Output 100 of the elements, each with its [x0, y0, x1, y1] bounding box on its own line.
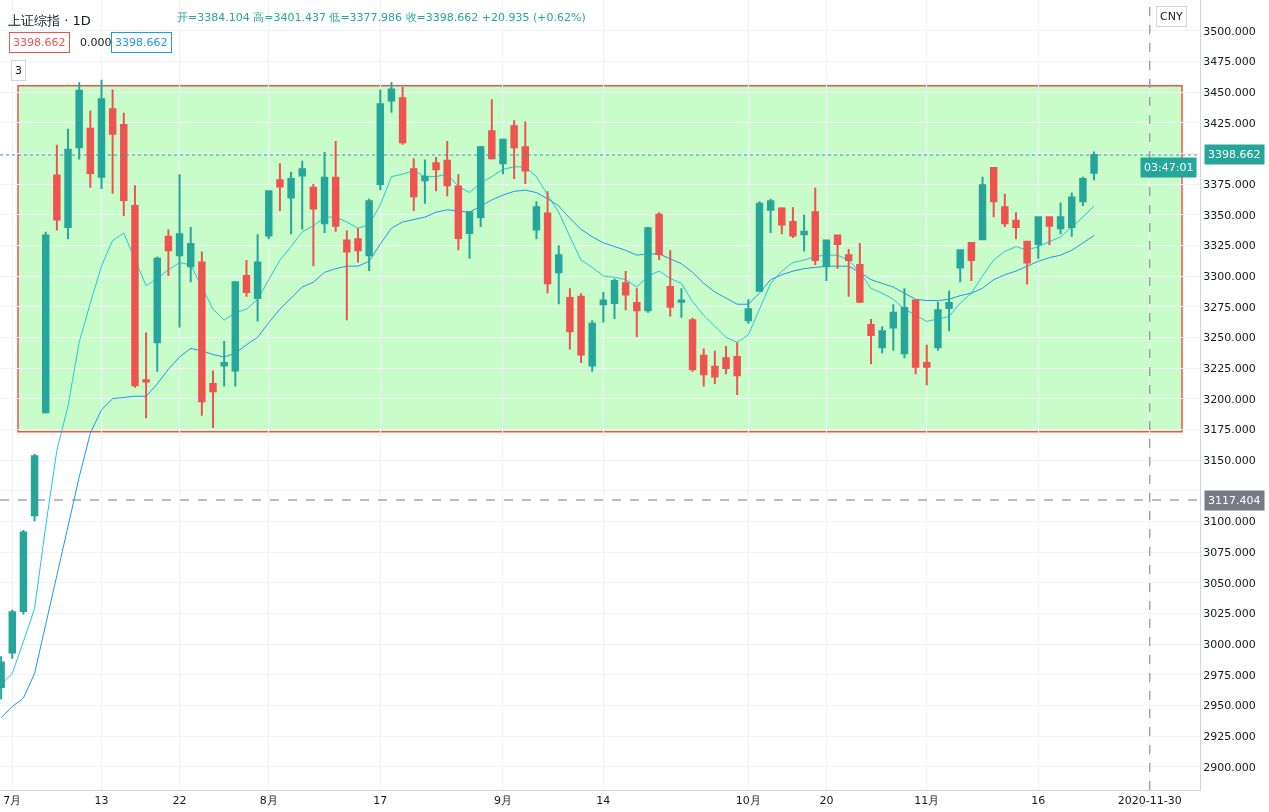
annotation: 3 [15, 64, 22, 77]
candlestick [443, 140, 451, 198]
y-tick-label: 3225.000 [1203, 361, 1256, 375]
candlestick [633, 287, 641, 339]
y-tick-label: 2975.000 [1203, 668, 1256, 682]
y-tick-label: 3375.000 [1203, 177, 1256, 191]
candlestick [688, 316, 697, 373]
x-tick-label: 8月 [259, 794, 278, 808]
candlestick [699, 347, 708, 388]
candlestick [343, 229, 351, 322]
candlestick [967, 241, 976, 282]
y-tick-label: 3250.000 [1203, 331, 1256, 345]
candlestick [1045, 216, 1054, 247]
candlestick [309, 183, 318, 268]
candlestick [889, 303, 898, 352]
candlestick [566, 287, 574, 351]
candlestick [19, 528, 28, 616]
y-tick-label: 3425.000 [1203, 116, 1256, 130]
annotation: 3398.662 [115, 36, 168, 49]
y-tick-label: 3500.000 [1203, 24, 1256, 38]
y-tick-label: 3175.000 [1203, 423, 1256, 437]
candlestick [878, 325, 886, 355]
y-tick-label: 3150.000 [1203, 453, 1256, 467]
candlestick [543, 190, 552, 295]
y-tick-label: 3000.000 [1203, 637, 1256, 651]
candlestick [1012, 211, 1020, 241]
y-tick-label: 2950.000 [1203, 699, 1256, 713]
candlestick [253, 233, 262, 323]
x-tick-label: 2020-11-30 [1117, 794, 1182, 808]
candlestick [989, 167, 998, 219]
candlestick [1001, 192, 1009, 228]
y-tick-label: 3100.000 [1203, 515, 1256, 529]
y-tick-label: 3300.000 [1203, 269, 1256, 283]
candlestick [454, 173, 463, 252]
candlestick [677, 287, 686, 319]
text: 上证综指 · 1D [8, 13, 91, 29]
candlestick [164, 228, 173, 278]
y-tick-label: 3200.000 [1203, 392, 1256, 406]
x-tick-label: 9月 [493, 794, 512, 808]
candlestick [778, 206, 786, 236]
candlestick [387, 81, 396, 114]
candlestick [934, 300, 942, 352]
candlestick [923, 343, 931, 387]
candlestick [577, 292, 585, 365]
x-tick-label: 7月 [3, 794, 22, 808]
candlestick [644, 225, 652, 314]
candlestick [733, 341, 741, 396]
x-tick-label: 14 [596, 794, 611, 808]
candlestick [945, 289, 953, 333]
annotation: 0.000 [80, 36, 112, 49]
candlestick [711, 349, 719, 385]
candlestick [755, 200, 764, 292]
annotation: CNY [1160, 10, 1183, 23]
candlestick [30, 452, 39, 523]
candlestick [532, 200, 541, 241]
ref-line-label: 3398.662 [1208, 148, 1261, 161]
candlestick [833, 234, 842, 270]
y-tick-label: 3050.000 [1203, 576, 1256, 590]
candlestick [610, 277, 619, 320]
candlestick [621, 270, 630, 312]
candlestick [867, 317, 875, 366]
candlestick [588, 319, 596, 373]
candlestick [186, 225, 195, 284]
candlestick [142, 331, 150, 420]
candlestick [822, 239, 831, 282]
y-tick-label: 2900.000 [1203, 760, 1256, 774]
candlestick [220, 340, 228, 388]
candlestick [789, 206, 797, 239]
candlestick [287, 170, 295, 236]
annotation: 3398.662 [13, 36, 66, 49]
candlestick [722, 344, 730, 376]
candlestick [911, 298, 920, 376]
y-tick-label: 3075.000 [1203, 545, 1256, 559]
annotation: 03:47:01 [1144, 161, 1194, 174]
candlestick [198, 250, 206, 417]
candlestick [131, 184, 139, 389]
x-tick-label: 11月 [914, 794, 940, 808]
candlestick [666, 249, 674, 318]
candlestick [1034, 216, 1043, 260]
candlestick [242, 259, 251, 298]
candlestick [510, 119, 518, 181]
candlestick [956, 249, 964, 284]
x-tick-label: 17 [373, 794, 388, 808]
candlestick [8, 608, 16, 660]
candlestick [521, 120, 530, 186]
candlestick [465, 209, 474, 260]
candlestick [555, 244, 563, 306]
x-tick-label: 13 [94, 794, 109, 808]
y-tick-label: 3350.000 [1203, 208, 1256, 222]
candlestick [432, 156, 440, 193]
candlestick [331, 140, 340, 233]
candlestick [53, 143, 61, 232]
candlestick [175, 173, 184, 329]
y-tick-label: 3325.000 [1203, 239, 1256, 253]
candlestick [488, 98, 496, 161]
x-tick-label: 20 [819, 794, 834, 808]
candlestick [153, 255, 161, 373]
y-tick-label: 2925.000 [1203, 729, 1256, 743]
candlestick [599, 290, 608, 324]
candlestick [655, 211, 663, 262]
